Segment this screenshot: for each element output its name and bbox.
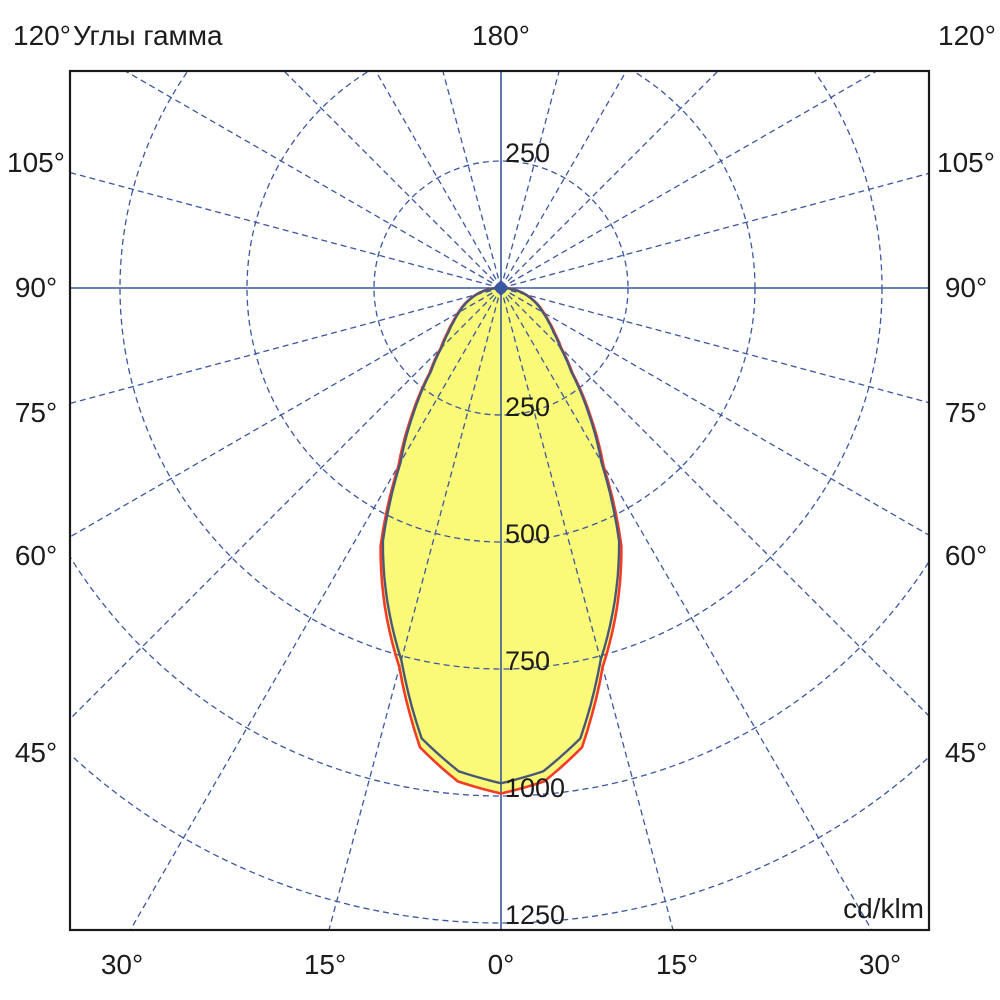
gamma-label-left-60: 60° [15, 540, 57, 571]
ray-165 [500, 71, 560, 289]
ring-label-lower-750: 750 [505, 646, 550, 676]
gamma-label-left-90: 90° [15, 272, 57, 303]
ring-label-lower-1000: 1000 [505, 773, 565, 803]
axis-labels-layer: 105° 90° 75° 60° 45° 105° 90° 75° 60° 45° 30° 15° 0°… [7, 138, 995, 980]
ray-195 [442, 71, 502, 289]
page-title: Углы гамма [73, 20, 223, 51]
corner-label-top-left: 120° [13, 20, 71, 51]
ray-315 [70, 287, 502, 720]
ray-15 [500, 287, 674, 930]
curve-c90-c270 [381, 286, 621, 785]
gamma-label-left-75: 75° [15, 397, 57, 428]
ray-75 [500, 287, 929, 404]
gamma-label-left-105: 105° [7, 147, 65, 178]
ring-label-upper-250: 250 [505, 138, 550, 168]
ray-105 [500, 172, 929, 289]
ray-135 [500, 71, 719, 289]
gamma-label-bottom-30: 30° [859, 949, 901, 980]
unit-label: cd/klm [843, 893, 924, 924]
gamma-label-right-45: 45° [945, 737, 987, 768]
ray-150 [500, 71, 628, 289]
ring-label-lower-1250: 1250 [505, 900, 565, 930]
gamma-label-bottom--30: 30° [101, 949, 143, 980]
ray-225 [283, 71, 502, 289]
ray-285 [70, 287, 502, 405]
gamma-label-left-45: 45° [15, 737, 57, 768]
ray-330 [129, 287, 502, 930]
gamma-label-right-90: 90° [945, 272, 987, 303]
gamma-label-right-105: 105° [937, 147, 995, 178]
ray-300 [70, 287, 502, 538]
ray-30 [500, 287, 873, 930]
ring-label-lower-250: 250 [505, 392, 550, 422]
ray-210 [374, 71, 502, 289]
intensity-curves-layer [379, 280, 623, 795]
ray-255 [70, 171, 502, 289]
gamma-label-bottom-0: 0° [488, 949, 515, 980]
ray-45 [500, 287, 929, 717]
gamma-label-right-75: 75° [945, 397, 987, 428]
ray-345 [328, 287, 502, 930]
ray-60 [500, 287, 929, 536]
corner-label-top-right: 120° [938, 20, 996, 51]
gamma-label-bottom--15: 15° [304, 949, 346, 980]
center-marker [493, 280, 509, 296]
ray-120 [500, 71, 879, 289]
corner-label-top-center: 180° [472, 20, 530, 51]
ray-240 [123, 71, 502, 289]
ring-label-lower-500: 500 [505, 519, 550, 549]
plot-frame [68, 69, 931, 932]
gamma-label-right-60: 60° [945, 540, 987, 571]
gamma-label-bottom-15: 15° [656, 949, 698, 980]
